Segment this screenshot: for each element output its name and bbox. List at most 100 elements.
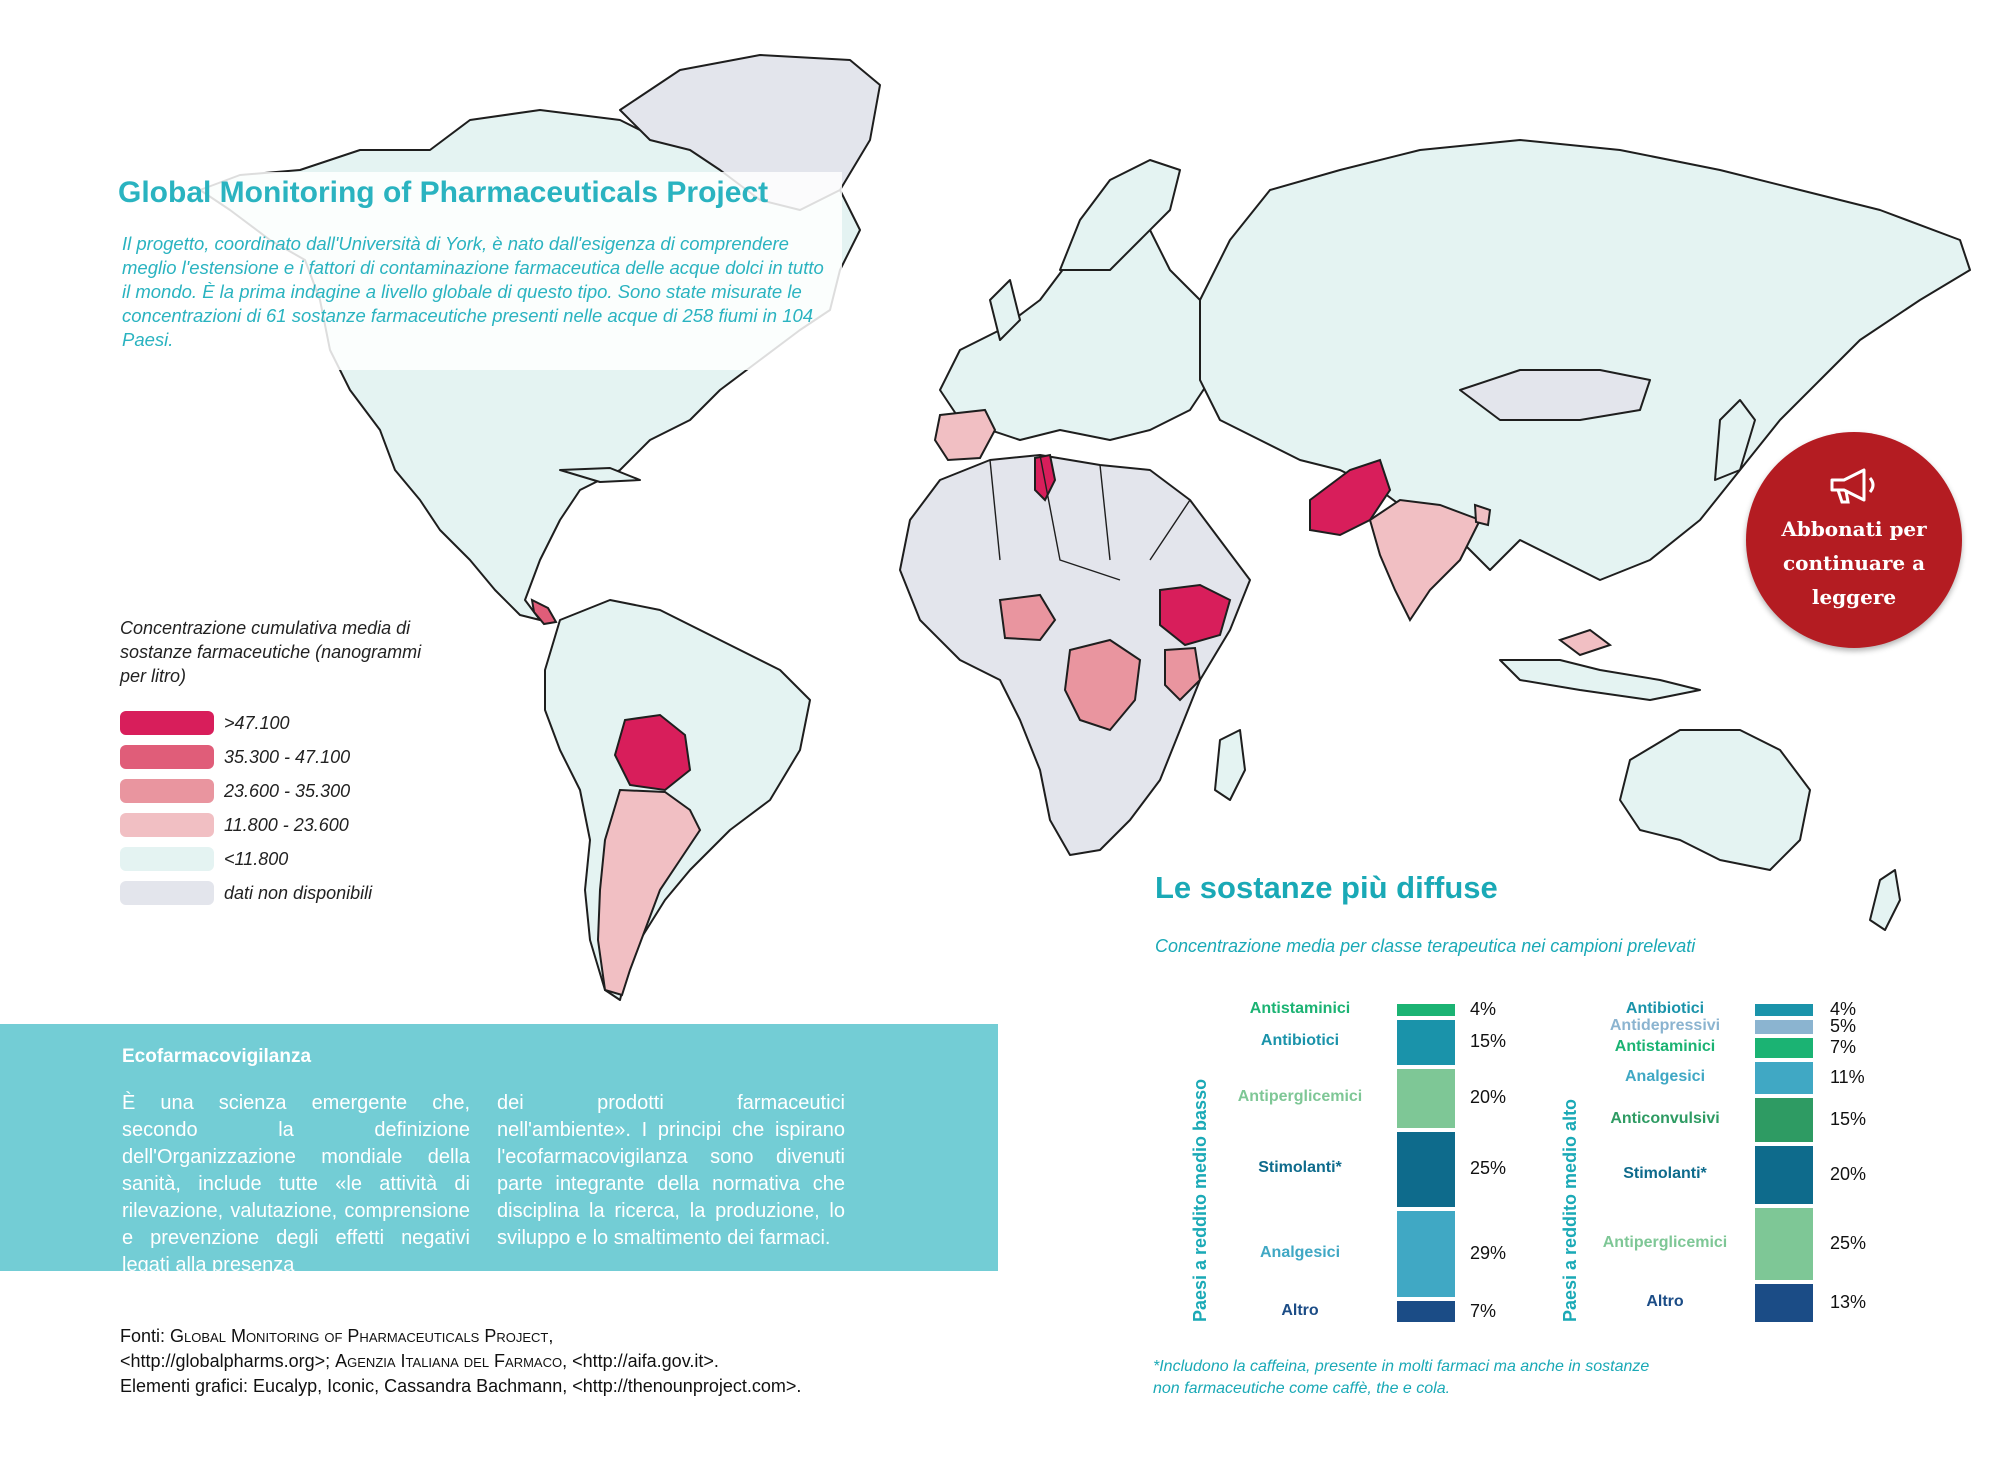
tunisia <box>1034 453 1057 502</box>
bar-category-label: Altro <box>1281 1301 1319 1319</box>
info-box-title: Ecofarmacovigilanza <box>122 1046 312 1067</box>
pakistan <box>1309 458 1392 537</box>
legend-item: dati non disponibili <box>120 876 440 910</box>
legend-swatch <box>120 711 214 735</box>
legend-item: 23.600 - 35.300 <box>120 774 440 808</box>
bar-category-label: Analgesici <box>1624 1068 1706 1086</box>
source-gmp-url[interactable]: <http://globalpharms.org>; <box>120 1351 336 1371</box>
title-panel <box>94 172 842 370</box>
bar-value-label: 4% <box>1830 998 1857 1019</box>
bar-value-label: 4% <box>1470 998 1497 1019</box>
source-graphics: Elementi grafici: Eucalyp, Iconic, Cassa… <box>120 1376 802 1396</box>
legend-label: <11.800 <box>224 848 289 869</box>
bar-category-label: Antibiotici <box>1260 1032 1340 1050</box>
bar-segment <box>1755 1284 1813 1322</box>
bar-category-label: Analgesici <box>1259 1243 1341 1261</box>
substances-title: Le sostanze più diffuse <box>1155 870 1498 905</box>
megaphone-icon <box>1830 468 1875 504</box>
spain <box>933 408 997 462</box>
legend-title: Concentrazione cumulativa media di sosta… <box>120 618 422 686</box>
cuba <box>559 467 641 483</box>
page-title: Global Monitoring of Pharmaceuticals Pro… <box>118 176 769 209</box>
uk <box>989 279 1021 341</box>
map-legend: Concentrazione cumulativa media di sosta… <box>120 616 440 910</box>
legend-label: 23.600 - 35.300 <box>224 780 351 801</box>
bar-category-label: Antiperglicemici <box>1237 1088 1363 1106</box>
bar-segment <box>1397 1004 1455 1016</box>
sources-prefix: Fonti: <box>120 1326 171 1346</box>
source-gmp: Global Monitoring of Pharmaceuticals Pro… <box>170 1326 554 1346</box>
legend-item: 35.300 - 47.100 <box>120 740 440 774</box>
legend-item: <11.800 <box>120 842 440 876</box>
bar-value-label: 5% <box>1830 1015 1857 1036</box>
source-aifa: Agenzia Italiana del Farmaco <box>335 1351 563 1371</box>
sources: Fonti: Global Monitoring of Pharmaceutic… <box>120 1324 960 1399</box>
bar-category-label: Antistaminici <box>1249 999 1351 1017</box>
bangladesh <box>1473 503 1492 527</box>
bar-value-label: 29% <box>1470 1242 1507 1263</box>
australia <box>1619 729 1811 871</box>
new-zealand <box>1869 869 1901 931</box>
bar-segment <box>1755 1004 1813 1016</box>
bar-segment <box>1755 1207 1813 1281</box>
legend-swatch <box>120 847 214 871</box>
bar-segment <box>1755 1038 1813 1059</box>
bar-category-label: Antistaminici <box>1614 1038 1716 1056</box>
legend-label: >47.100 <box>224 712 290 733</box>
bar-segment <box>1397 1210 1455 1298</box>
bar-segment <box>1755 1098 1813 1142</box>
legend-item: >47.100 <box>120 706 440 740</box>
bar-segment <box>1755 1019 1813 1035</box>
bar-segment <box>1397 1132 1455 1207</box>
bar-value-label: 13% <box>1830 1292 1867 1313</box>
chart-group-label: Paesi a reddito medio basso <box>1190 1078 1210 1322</box>
argentina <box>596 788 702 997</box>
bar-segment <box>1397 1068 1455 1129</box>
legend-swatch <box>120 881 214 905</box>
subscribe-label: Abbonati per continuare a leggere <box>1781 517 1927 609</box>
bar-category-label: Anticonvulsivi <box>1610 1110 1720 1128</box>
mongolia <box>1459 369 1651 421</box>
subscribe-button[interactable]: Abbonati per continuare a leggere <box>1746 432 1962 648</box>
ethiopia <box>1159 583 1232 647</box>
bar-value-label: 15% <box>1470 1031 1507 1052</box>
bar-category-label: Antibiotici <box>1625 999 1705 1017</box>
bar-category-label: Altro <box>1646 1293 1684 1311</box>
bar-category-label: Stimolanti* <box>1623 1164 1707 1182</box>
india <box>1368 498 1482 622</box>
source-aifa-url[interactable]: , <http://aifa.gov.it>. <box>562 1351 719 1371</box>
bar-category-label: Antidepressivi <box>1609 1016 1721 1034</box>
japan <box>1714 399 1756 481</box>
legend-label: dati non disponibili <box>224 882 373 903</box>
bar-value-label: 20% <box>1830 1163 1867 1184</box>
info-box <box>0 1024 998 1271</box>
legend-label: 35.300 - 47.100 <box>224 746 351 767</box>
info-box-column-2: dei prodotti farmaceutici nell'ambiente»… <box>497 1092 845 1249</box>
bar-value-label: 25% <box>1470 1158 1507 1179</box>
nigeria <box>998 593 1057 642</box>
intro-text: Il progetto, coordinato dall'Università … <box>122 233 824 350</box>
legend-label: 11.800 - 23.600 <box>224 814 349 835</box>
bar-value-label: 15% <box>1830 1109 1867 1130</box>
info-box-column-1: È una scienza emergente che, secondo la … <box>122 1092 470 1276</box>
scandinavia <box>1059 159 1181 271</box>
indonesia <box>1499 659 1701 701</box>
bar-value-label: 25% <box>1830 1233 1867 1254</box>
malaysia <box>1557 628 1613 657</box>
legend-swatch <box>120 779 214 803</box>
bar-segment <box>1397 1301 1455 1322</box>
bar-category-label: Stimolanti* <box>1258 1159 1342 1177</box>
madagascar <box>1214 729 1246 801</box>
legend-swatch <box>120 813 214 837</box>
substances-subtitle: Concentrazione media per classe terapeut… <box>1155 936 1696 956</box>
legend-swatch <box>120 745 214 769</box>
chart-group-label: Paesi a reddito medio alto <box>1560 1098 1580 1322</box>
bolivia <box>613 713 692 792</box>
bar-value-label: 11% <box>1830 1067 1865 1088</box>
costa-rica <box>530 598 558 626</box>
bar-value-label: 20% <box>1470 1087 1507 1108</box>
bar-value-label: 7% <box>1830 1037 1857 1058</box>
dr-congo <box>1063 638 1142 732</box>
bar-segment <box>1755 1062 1813 1095</box>
bar-category-label: Antiperglicemici <box>1602 1234 1728 1252</box>
